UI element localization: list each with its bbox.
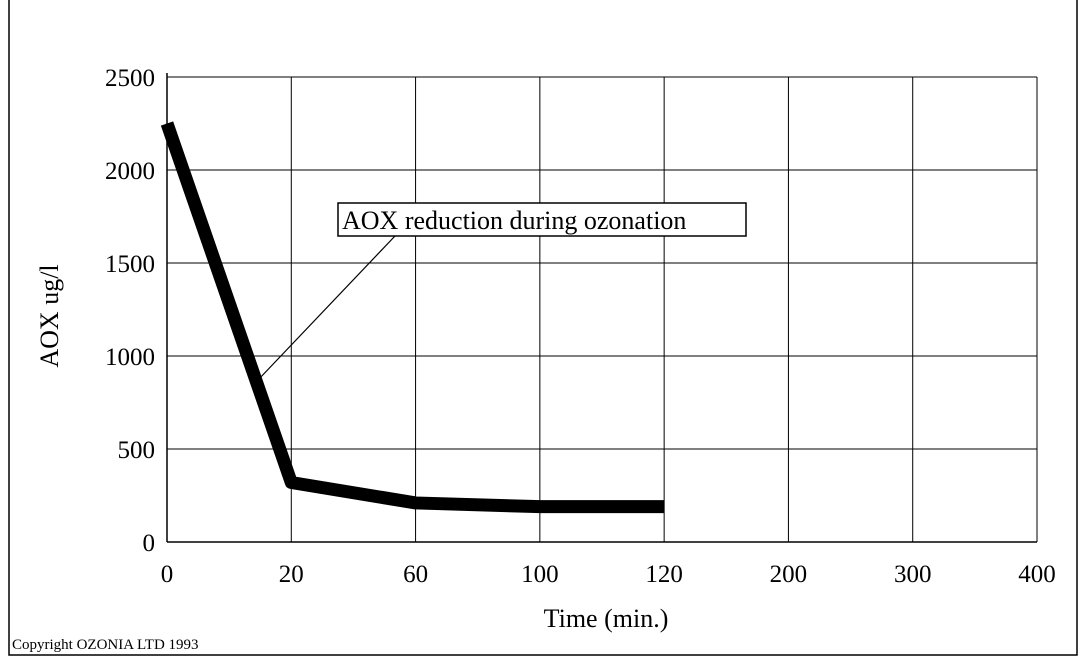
annotation-leader-line <box>258 236 395 380</box>
x-tick-label: 0 <box>161 561 174 588</box>
x-tick-label: 120 <box>645 561 683 588</box>
grid <box>167 77 1037 542</box>
figure-frame <box>9 0 1077 655</box>
y-tick-label: 1000 <box>105 344 155 371</box>
copyright-text: Copyright OZONIA LTD 1993 <box>12 637 199 653</box>
x-tick-label: 100 <box>521 561 559 588</box>
x-axis-title: Time (min.) <box>544 604 669 633</box>
x-tick-label: 20 <box>279 561 304 588</box>
annotation: AOX reduction during ozonation <box>258 203 746 380</box>
y-tick-label: 2000 <box>105 158 155 185</box>
y-tick-label: 2500 <box>105 65 155 92</box>
x-tick-label: 400 <box>1018 561 1056 588</box>
y-tick-label: 1500 <box>105 251 155 278</box>
x-tick-label: 200 <box>770 561 808 588</box>
x-tick-label: 60 <box>403 561 428 588</box>
y-tick-label: 0 <box>143 530 156 557</box>
y-axis-title: AOX ug/l <box>35 264 64 367</box>
y-tick-label: 500 <box>118 437 156 464</box>
x-tick-label: 300 <box>894 561 932 588</box>
annotation-text: AOX reduction during ozonation <box>342 206 686 235</box>
labels: Time (min.) AOX ug/l Copyright OZONIA LT… <box>12 264 668 653</box>
